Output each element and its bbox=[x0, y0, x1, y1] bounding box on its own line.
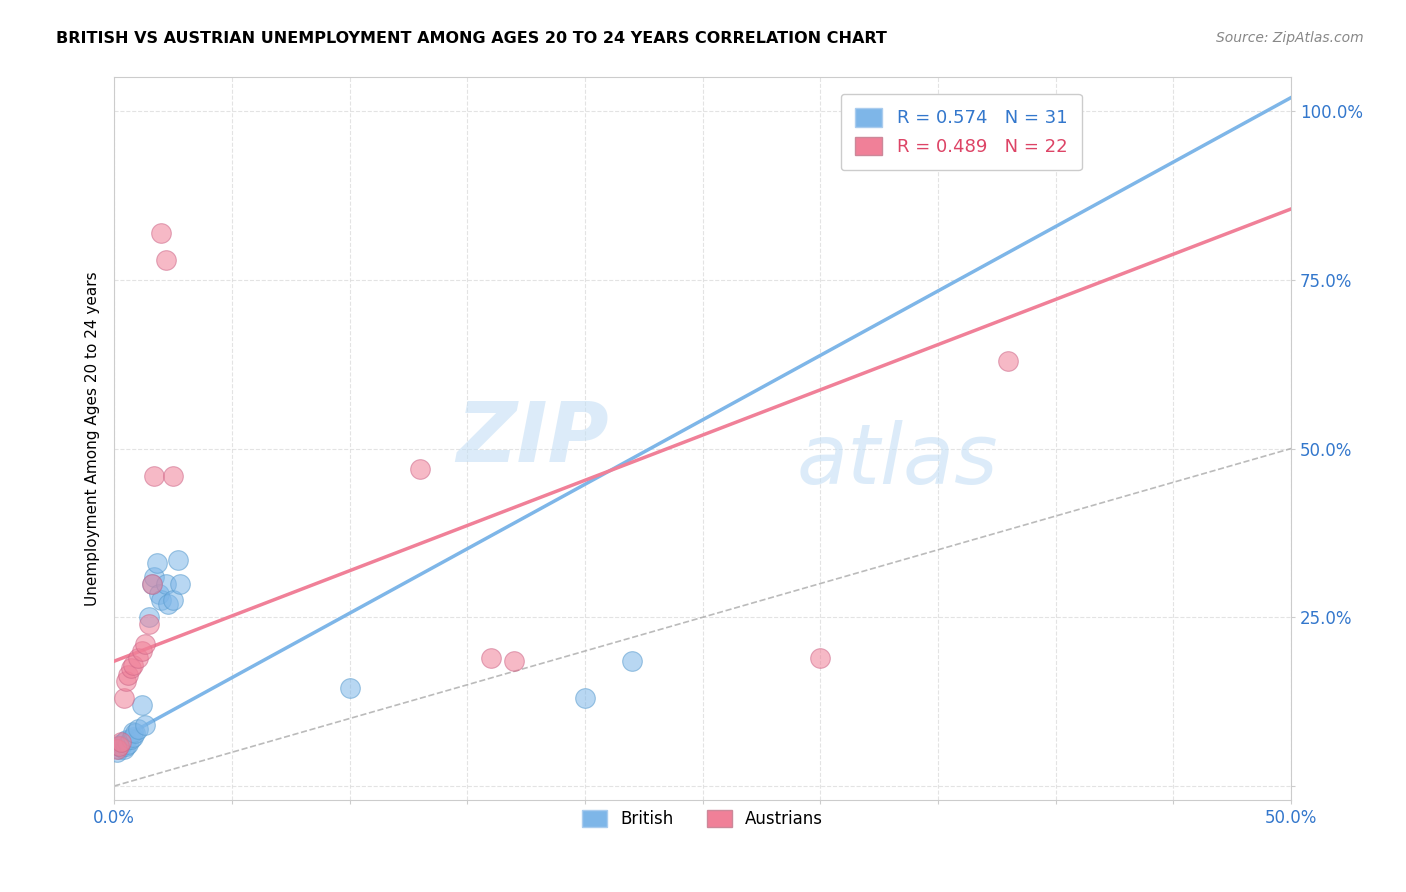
Point bbox=[409, 462, 432, 476]
Point bbox=[127, 650, 149, 665]
Point bbox=[997, 354, 1019, 368]
Point bbox=[162, 468, 184, 483]
Point bbox=[117, 667, 139, 681]
Point bbox=[115, 739, 138, 753]
Point bbox=[148, 587, 170, 601]
Text: Source: ZipAtlas.com: Source: ZipAtlas.com bbox=[1216, 31, 1364, 45]
Point bbox=[620, 654, 643, 668]
Text: atlas: atlas bbox=[797, 419, 998, 500]
Point bbox=[150, 593, 173, 607]
Point bbox=[112, 691, 135, 706]
Point bbox=[808, 650, 831, 665]
Point bbox=[120, 661, 142, 675]
Point bbox=[108, 739, 131, 753]
Point bbox=[110, 737, 132, 751]
Point bbox=[108, 742, 131, 756]
Point bbox=[134, 637, 156, 651]
Point bbox=[155, 252, 177, 267]
Point bbox=[479, 650, 502, 665]
Point bbox=[124, 726, 146, 740]
Point bbox=[122, 725, 145, 739]
Y-axis label: Unemployment Among Ages 20 to 24 years: Unemployment Among Ages 20 to 24 years bbox=[86, 271, 100, 606]
Point bbox=[141, 576, 163, 591]
Point bbox=[150, 226, 173, 240]
Point bbox=[110, 735, 132, 749]
Point bbox=[112, 742, 135, 756]
Text: BRITISH VS AUSTRIAN UNEMPLOYMENT AMONG AGES 20 TO 24 YEARS CORRELATION CHART: BRITISH VS AUSTRIAN UNEMPLOYMENT AMONG A… bbox=[56, 31, 887, 46]
Point bbox=[503, 654, 526, 668]
Point bbox=[138, 610, 160, 624]
Point bbox=[157, 597, 180, 611]
Point bbox=[169, 576, 191, 591]
Point bbox=[110, 739, 132, 754]
Text: ZIP: ZIP bbox=[456, 398, 609, 479]
Point bbox=[131, 644, 153, 658]
Point bbox=[574, 691, 596, 706]
Point bbox=[145, 557, 167, 571]
Point bbox=[112, 735, 135, 749]
Point bbox=[127, 722, 149, 736]
Point bbox=[115, 733, 138, 747]
Legend: British, Austrians: British, Austrians bbox=[575, 803, 830, 835]
Point bbox=[108, 739, 131, 753]
Point bbox=[143, 468, 166, 483]
Point bbox=[131, 698, 153, 712]
Point bbox=[105, 745, 128, 759]
Point bbox=[138, 617, 160, 632]
Point bbox=[162, 593, 184, 607]
Point bbox=[115, 674, 138, 689]
Point bbox=[155, 576, 177, 591]
Point bbox=[105, 742, 128, 756]
Point bbox=[143, 570, 166, 584]
Point bbox=[120, 731, 142, 746]
Point bbox=[122, 731, 145, 745]
Point bbox=[141, 576, 163, 591]
Point bbox=[166, 553, 188, 567]
Point bbox=[134, 718, 156, 732]
Point bbox=[122, 657, 145, 672]
Point bbox=[339, 681, 361, 695]
Point bbox=[117, 737, 139, 751]
